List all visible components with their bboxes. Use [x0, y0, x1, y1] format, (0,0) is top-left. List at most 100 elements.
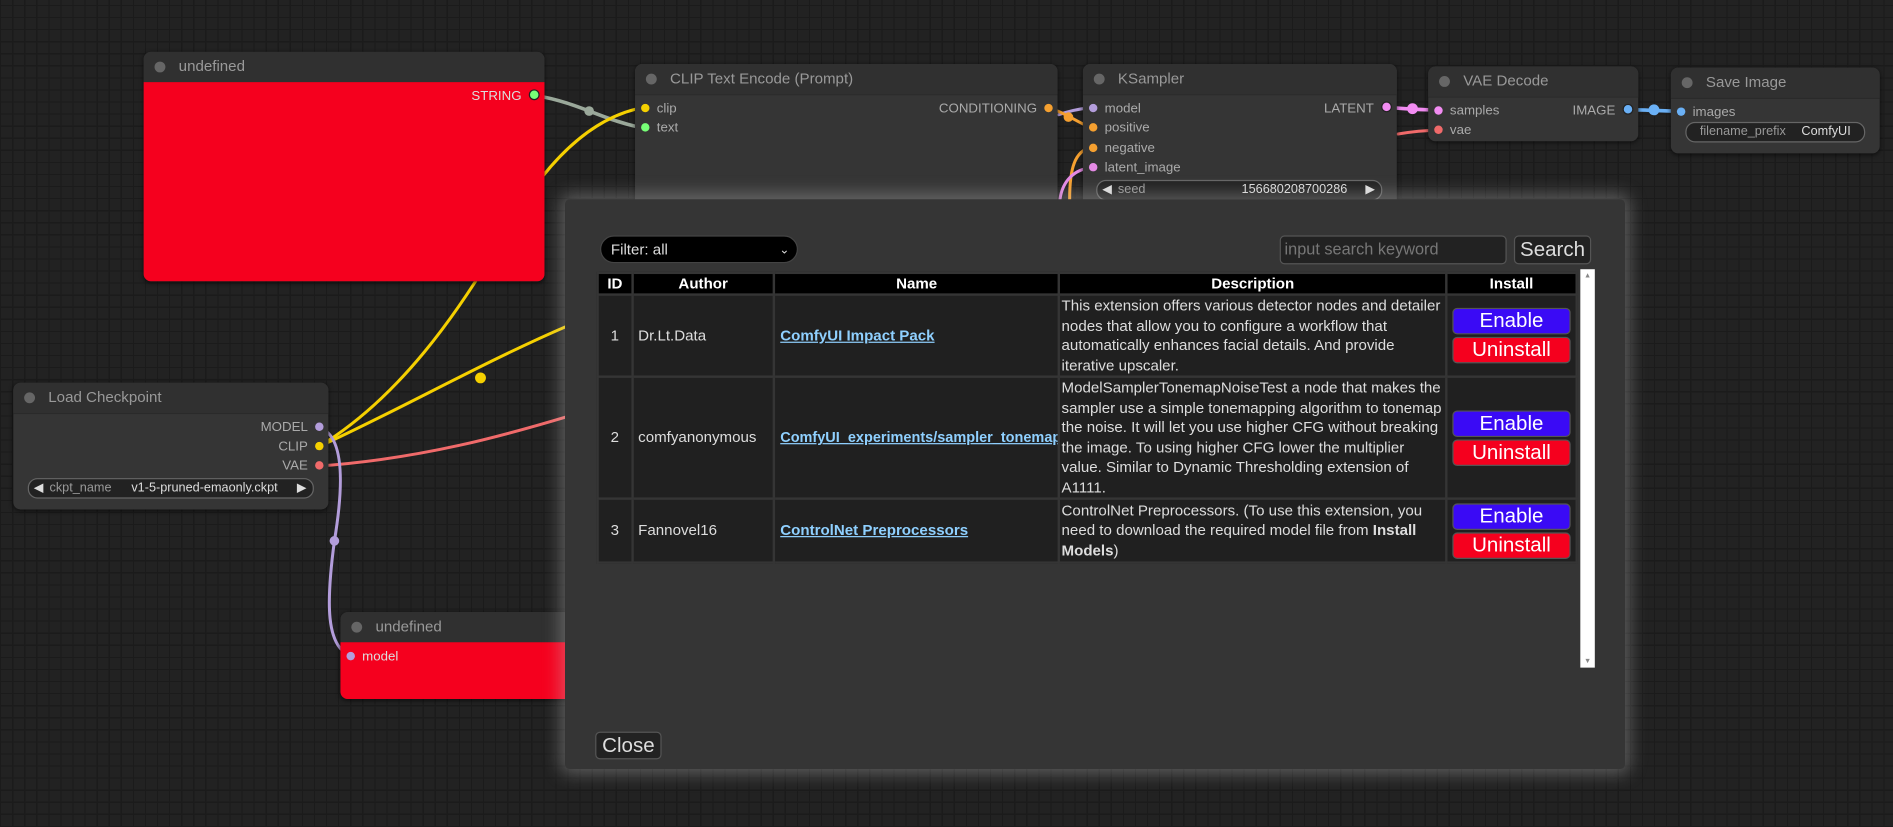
scroll-down-icon[interactable]: ▼ — [1583, 657, 1592, 666]
enable-button[interactable]: Enable — [1452, 307, 1571, 335]
uninstall-button[interactable]: Uninstall — [1452, 531, 1571, 559]
link-midpoint — [1648, 104, 1660, 116]
cell-author: Dr.Lt.Data — [630, 293, 776, 378]
collapse-dot-icon[interactable] — [645, 73, 657, 85]
decrement-arrow-icon[interactable]: ◀ — [1102, 182, 1112, 197]
collapse-dot-icon[interactable] — [154, 61, 166, 73]
filename-prefix-widget[interactable]: filename_prefix ComfyUI — [1685, 121, 1866, 143]
link-midpoint — [475, 372, 486, 384]
node-title: KSampler — [1117, 70, 1185, 87]
slot-dot-icon[interactable] — [1088, 162, 1098, 172]
slot-dot-icon[interactable] — [1088, 143, 1098, 153]
column-header-id: ID — [596, 271, 634, 296]
table-row: 3 Fannovel16 ControlNet Preprocessors Co… — [596, 497, 1578, 564]
output-vae[interactable]: VAE — [282, 459, 324, 473]
slot-dot-icon[interactable] — [528, 89, 540, 101]
collapse-dot-icon[interactable] — [1093, 73, 1105, 85]
output-clip[interactable]: CLIP — [278, 439, 324, 454]
custom-nodes-dialog: Filter: all ⌄ input search keyword Search… — [565, 199, 1625, 770]
link-vae-vae — [317, 414, 569, 468]
input-clip[interactable]: clip — [641, 101, 677, 116]
node-load-checkpoint[interactable]: Load Checkpoint MODEL CLIP VAE ◀ ckpt_na… — [13, 382, 329, 510]
uninstall-button[interactable]: Uninstall — [1452, 438, 1571, 466]
cell-install: Enable Uninstall — [1445, 375, 1578, 500]
cell-install: Enable Uninstall — [1445, 497, 1578, 564]
slot-dot-icon[interactable] — [315, 461, 324, 470]
slot-dot-icon[interactable] — [641, 103, 650, 113]
output-latent[interactable]: LATENT — [1324, 101, 1392, 116]
input-latent-image[interactable]: latent_image — [1088, 161, 1181, 175]
output-model[interactable]: MODEL — [261, 420, 324, 435]
node-vae-decode[interactable]: VAE Decode samples vae IMAGE — [1428, 66, 1639, 142]
column-header-name: Name — [772, 271, 1061, 296]
input-model[interactable]: model — [1088, 101, 1141, 116]
seed-widget[interactable]: ◀ seed 156680208700286 ▶ — [1096, 179, 1383, 201]
slot-dot-icon[interactable] — [315, 441, 324, 451]
extension-link[interactable]: ComfyUI Impact Pack — [780, 326, 935, 344]
search-input[interactable]: input search keyword — [1279, 235, 1507, 265]
enable-button[interactable]: Enable — [1452, 502, 1571, 530]
table-scrollbar[interactable]: ▲ ▼ — [1580, 269, 1595, 668]
slot-dot-icon[interactable] — [1434, 125, 1443, 135]
slot-dot-icon[interactable] — [1088, 103, 1098, 113]
cell-name: ComfyUI_experiments/sampler_tonemap — [772, 375, 1061, 500]
node-title: Load Checkpoint — [48, 388, 162, 406]
column-header-author: Author — [630, 271, 776, 296]
output-conditioning[interactable]: CONDITIONING — [939, 101, 1053, 116]
slot-dot-icon[interactable] — [641, 123, 650, 132]
cell-description: This extension offers various detector n… — [1057, 293, 1448, 378]
input-negative[interactable]: negative — [1088, 141, 1155, 156]
increment-arrow-icon[interactable]: ▶ — [1365, 182, 1376, 197]
input-model[interactable]: model — [346, 650, 398, 664]
install-models-link[interactable]: Install Models — [1061, 521, 1417, 559]
input-positive[interactable]: positive — [1088, 121, 1150, 135]
link-midpoint — [584, 106, 594, 116]
close-button[interactable]: Close — [595, 731, 662, 760]
search-button[interactable]: Search — [1513, 235, 1592, 265]
scroll-up-icon[interactable]: ▲ — [1583, 272, 1592, 281]
slot-dot-icon[interactable] — [346, 651, 355, 661]
node-title: Save Image — [1705, 73, 1787, 91]
column-header-install: Install — [1445, 271, 1578, 296]
input-images[interactable]: images — [1676, 105, 1735, 120]
output-image[interactable]: IMAGE — [1573, 103, 1634, 118]
decrement-arrow-icon[interactable]: ◀ — [33, 480, 44, 495]
cell-name: ComfyUI Impact Pack — [772, 293, 1061, 378]
uninstall-button[interactable]: Uninstall — [1452, 336, 1571, 364]
increment-arrow-icon[interactable]: ▶ — [296, 480, 307, 495]
output-string[interactable]: STRING — [471, 89, 540, 104]
ckpt-name-widget[interactable]: ◀ ckpt_name v1-5-pruned-emaonly.ckpt ▶ — [27, 478, 314, 499]
node-undefined-bottom[interactable]: undefined model — [340, 612, 582, 700]
extension-link[interactable]: ComfyUI_experiments/sampler_tonemap — [780, 428, 1060, 446]
error-body — [340, 642, 582, 700]
collapse-dot-icon[interactable] — [1439, 76, 1450, 87]
node-save-image[interactable]: Save Image images filename_prefix ComfyU… — [1670, 67, 1880, 154]
slot-dot-icon[interactable] — [1088, 123, 1098, 132]
error-body — [143, 82, 545, 282]
input-text[interactable]: text — [641, 121, 678, 135]
input-samples[interactable]: samples — [1434, 104, 1499, 118]
collapse-dot-icon[interactable] — [24, 392, 36, 404]
slot-dot-icon[interactable] — [315, 422, 324, 431]
node-title: undefined — [178, 57, 245, 75]
enable-button[interactable]: Enable — [1452, 409, 1571, 437]
slot-dot-icon[interactable] — [1044, 103, 1053, 113]
extension-link[interactable]: ControlNet Preprocessors — [780, 521, 969, 539]
node-title: VAE Decode — [1463, 72, 1549, 90]
collapse-dot-icon[interactable] — [351, 621, 363, 633]
slot-dot-icon[interactable] — [1676, 107, 1686, 116]
link-midpoint — [1407, 103, 1418, 115]
input-vae[interactable]: vae — [1434, 123, 1471, 138]
cell-author: Fannovel16 — [630, 497, 776, 564]
slot-dot-icon[interactable] — [1434, 106, 1443, 115]
slot-dot-icon[interactable] — [1622, 103, 1634, 115]
node-title: undefined — [375, 618, 442, 636]
filter-select[interactable]: Filter: all ⌄ — [600, 235, 799, 264]
slot-dot-icon[interactable] — [1381, 101, 1392, 113]
table-row: 2 comfyanonymous ComfyUI_experiments/sam… — [596, 375, 1578, 500]
node-undefined-top[interactable]: undefined STRING — [143, 51, 545, 282]
table-header: ID Author Name Description Install — [596, 271, 1578, 296]
collapse-dot-icon[interactable] — [1681, 77, 1693, 89]
cell-install: Enable Uninstall — [1445, 293, 1578, 378]
